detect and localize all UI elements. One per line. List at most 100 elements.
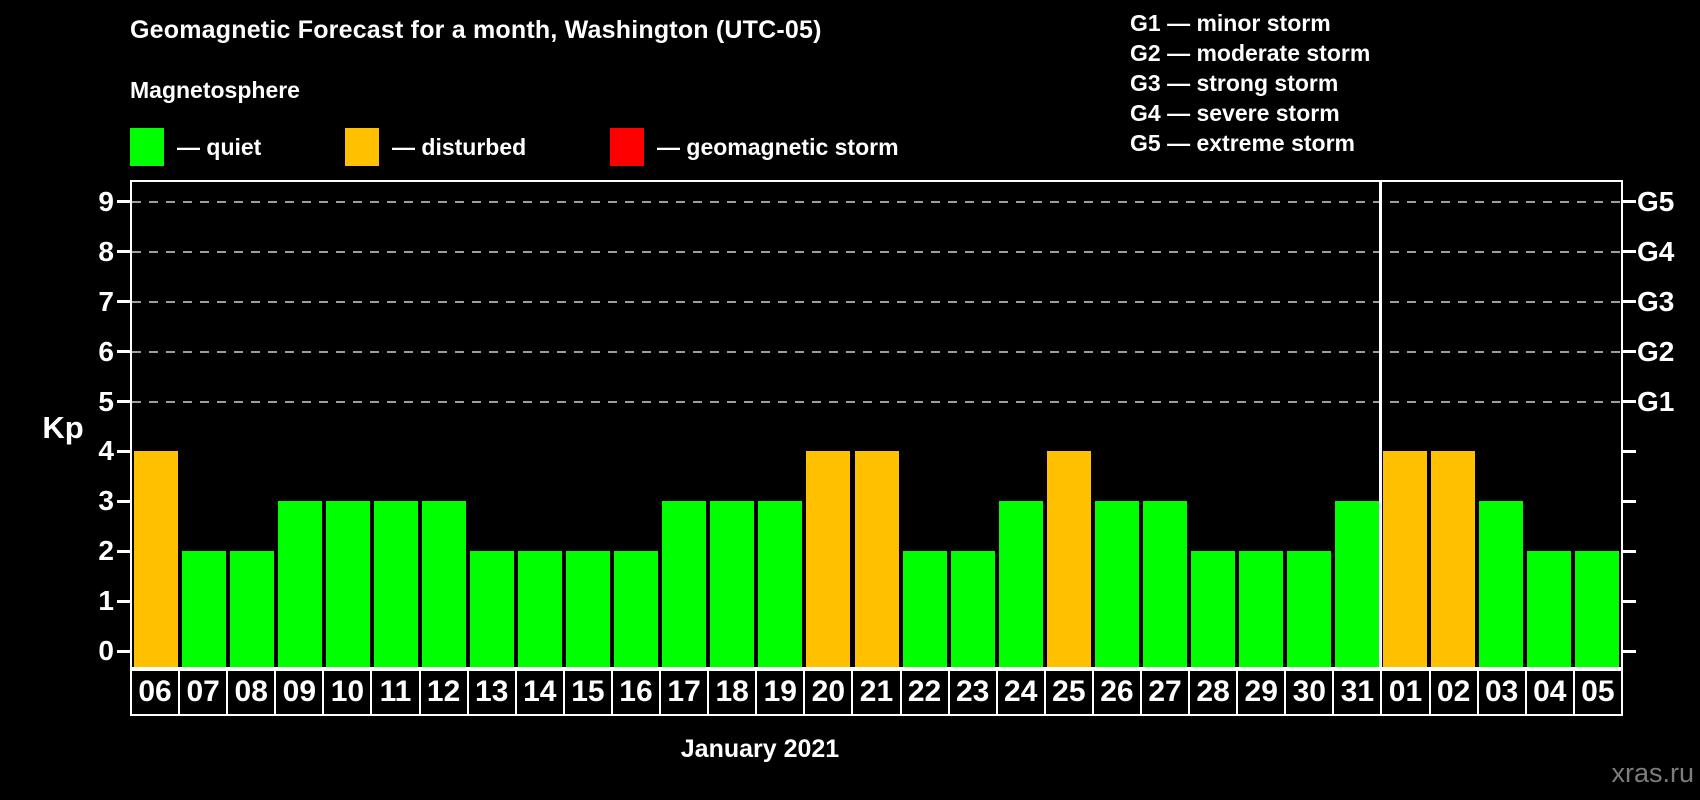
bar-day-23 [950, 551, 995, 667]
plot-area: 0 1 2 3 4 5 6 7 8 9 G5 G4 G3 G2 G1 [98, 180, 1674, 669]
bar-day-05 [1574, 551, 1619, 667]
y-tick-left-1 [117, 599, 130, 603]
day-cell-13: 13 [466, 669, 517, 716]
y-tick-right-4 [1623, 449, 1636, 453]
gridline-kp6 [132, 350, 1621, 353]
bar-day-11 [374, 501, 419, 667]
gridline-kp5 [132, 400, 1621, 403]
y-tick-left-8 [117, 250, 130, 254]
day-cell-31: 31 [1332, 669, 1383, 716]
gridline-kp7 [132, 300, 1621, 303]
y-tick-label-6: 6 [98, 335, 114, 367]
day-cell-26: 26 [1091, 669, 1142, 716]
x-axis-month-label: January 2021 [680, 735, 840, 763]
legend-swatch-disturbed [345, 128, 379, 166]
gridline-kp9 [132, 200, 1621, 203]
day-cell-15: 15 [562, 669, 613, 716]
y-tick-left-7 [117, 300, 130, 304]
storm-scale-legend: G1 — minor storm G2 — moderate storm G3 — … [1130, 8, 1370, 158]
y-tick-right-1 [1623, 599, 1636, 603]
y-tick-right-2 [1623, 549, 1636, 553]
bar-day-30 [1286, 551, 1331, 667]
bar-day-06 [134, 451, 179, 667]
y-axis-title: Kp [42, 410, 84, 445]
bar-day-25 [1046, 451, 1091, 667]
y-tick-left-6 [117, 350, 130, 354]
y-tick-label-3: 3 [98, 485, 114, 517]
chart-title: Geomagnetic Forecast for a month, Washin… [130, 16, 822, 44]
legend-item-disturbed: — disturbed [345, 128, 526, 166]
storm-scale-line-g5: G5 — extreme storm [1130, 130, 1355, 156]
legend-label-disturbed: — disturbed [392, 133, 527, 160]
bar-day-26 [1094, 501, 1139, 667]
y-tick-left-3 [117, 499, 130, 503]
bar-day-12 [422, 501, 467, 667]
day-cell-03: 03 [1476, 669, 1527, 716]
y-tick-left-0 [117, 649, 130, 653]
day-cell-27: 27 [1139, 669, 1191, 716]
y-tick-label-5: 5 [98, 385, 114, 417]
bar-day-01 [1382, 451, 1427, 667]
day-cell-19: 19 [755, 669, 806, 716]
legend-label-storm: — geomagnetic storm [657, 133, 899, 160]
day-cell-20: 20 [803, 669, 854, 716]
day-cell-29: 29 [1236, 669, 1287, 716]
month-boundary-line [1379, 182, 1383, 667]
gridline-kp8 [132, 250, 1621, 253]
day-cell-11: 11 [370, 669, 421, 716]
y-tick-right-0 [1623, 649, 1636, 653]
bar-day-10 [326, 501, 371, 667]
g-scale-label-g2: G2 [1637, 335, 1675, 367]
g-scale-label-g5: G5 [1637, 185, 1675, 217]
y-tick-label-4: 4 [98, 435, 114, 467]
storm-scale-line-g4: G4 — severe storm [1130, 100, 1340, 126]
y-tick-label-7: 7 [98, 285, 114, 317]
day-cell-05: 05 [1572, 669, 1623, 716]
day-cell-23: 23 [947, 669, 998, 716]
day-cell-12: 12 [418, 669, 469, 716]
y-tick-left-9 [117, 200, 130, 204]
bar-day-29 [1238, 551, 1283, 667]
legend-swatch-storm [610, 128, 644, 166]
day-cell-28: 28 [1188, 669, 1239, 716]
legend-label-quiet: — quiet [177, 133, 262, 160]
bar-day-18 [710, 501, 755, 667]
bar-day-19 [758, 501, 803, 667]
bar-day-08 [230, 551, 275, 667]
y-tick-label-1: 1 [98, 585, 114, 617]
storm-scale-line-g3: G3 — strong storm [1130, 70, 1339, 96]
bar-day-14 [518, 551, 563, 667]
day-cell-10: 10 [322, 669, 373, 716]
day-cell-25: 25 [1043, 669, 1094, 716]
bar-day-07 [182, 551, 227, 667]
magnetosphere-legend: — quiet — disturbed — geomagnetic storm [0, 128, 1700, 170]
y-tick-right-6 [1623, 350, 1636, 354]
day-cell-02: 02 [1428, 669, 1479, 716]
legend-item-quiet: — quiet [130, 128, 261, 166]
day-cell-04: 04 [1524, 669, 1575, 716]
day-cell-17: 17 [659, 669, 710, 716]
bar-day-03 [1478, 501, 1523, 667]
y-tick-label-2: 2 [98, 535, 114, 567]
bar-day-15 [566, 551, 611, 667]
bar-day-21 [854, 451, 899, 667]
day-cell-24: 24 [995, 669, 1046, 716]
y-tick-label-8: 8 [98, 235, 114, 267]
day-cell-01: 01 [1380, 669, 1431, 716]
day-cell-08: 08 [226, 669, 277, 716]
bar-day-20 [806, 451, 851, 667]
magnetosphere-label: Magnetosphere [130, 77, 300, 103]
storm-scale-line-g2: G2 — moderate storm [1130, 40, 1371, 66]
g-scale-label-g1: G1 [1637, 385, 1675, 417]
y-tick-right-3 [1623, 499, 1636, 503]
bar-day-09 [278, 501, 323, 667]
bar-day-16 [614, 551, 659, 667]
bar-day-28 [1190, 551, 1235, 667]
bar-day-13 [470, 551, 515, 667]
g-scale-label-g3: G3 [1637, 285, 1675, 317]
bar-day-27 [1142, 501, 1187, 667]
day-cell-09: 09 [274, 669, 325, 716]
bar-day-02 [1430, 451, 1475, 667]
day-cell-06: 06 [130, 669, 181, 716]
